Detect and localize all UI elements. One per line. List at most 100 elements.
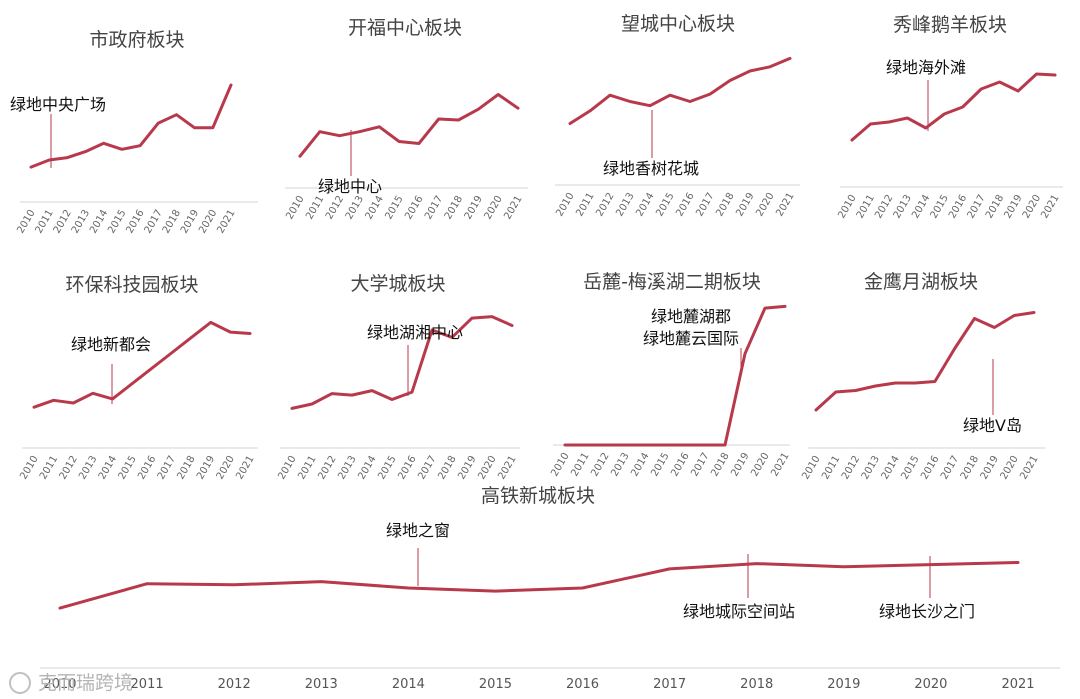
x-tick-label: 2021	[774, 191, 796, 219]
annotation-label: 绿地中央广场	[10, 95, 106, 114]
x-tick-label: 2017	[694, 191, 716, 219]
x-tick-label: 2019	[456, 454, 478, 482]
chart-title: 开福中心板块	[348, 17, 462, 39]
chart-panel-5: 环保科技园板块201020112012201320142015201620172…	[18, 274, 258, 482]
x-tick-label: 2021	[502, 194, 524, 222]
x-tick-label: 2016	[674, 191, 696, 219]
x-tick-label: 2019	[729, 451, 751, 479]
x-tick-label: 2011	[569, 451, 591, 479]
x-tick-label: 2016	[403, 194, 425, 222]
x-tick-label: 2017	[156, 454, 178, 482]
x-tick-label: 2020	[999, 454, 1021, 482]
watermark: 克而瑞跨境	[9, 672, 133, 694]
series-line	[290, 315, 514, 410]
series-line	[58, 561, 1020, 610]
x-tick-label: 2021	[215, 208, 237, 236]
x-tick-label: 2010	[800, 454, 822, 482]
chart-title: 大学城板块	[350, 273, 445, 295]
x-tick-label: 2019	[463, 194, 485, 222]
annotation-label: 绿地麓云国际	[643, 329, 739, 348]
x-tick-label: 2013	[609, 451, 631, 479]
x-tick-label: 2020	[483, 194, 505, 222]
x-tick-label: 2015	[376, 454, 398, 482]
x-tick-label: 2017	[653, 677, 686, 692]
x-tick-label: 2012	[218, 677, 251, 692]
x-tick-label: 2019	[979, 454, 1001, 482]
x-tick-label: 2014	[392, 677, 425, 692]
x-tick-label: 2012	[316, 454, 338, 482]
x-tick-label: 2013	[614, 191, 636, 219]
x-tick-label: 2021	[1001, 677, 1034, 692]
series-line	[32, 320, 252, 409]
x-tick-label: 2014	[880, 454, 902, 482]
x-tick-label: 2017	[416, 454, 438, 482]
annotation-label: 绿地V岛	[963, 416, 1022, 435]
series-line	[563, 304, 787, 447]
x-tick-label: 2019	[734, 191, 756, 219]
x-tick-label: 2015	[649, 451, 671, 479]
x-tick-label: 2020	[215, 454, 237, 482]
chart-panel-7: 岳麓-梅溪湖二期板块201020112012201320142015201620…	[549, 271, 791, 479]
x-tick-label: 2011	[304, 194, 326, 222]
chart-title: 望城中心板块	[621, 13, 735, 35]
x-tick-label: 2010	[549, 451, 571, 479]
chart-title: 市政府板块	[89, 29, 184, 51]
x-tick-label: 2017	[689, 451, 711, 479]
x-tick-label: 2012	[594, 191, 616, 219]
x-tick-label: 2010	[43, 677, 76, 692]
annotation-label: 绿地麓湖郡	[651, 307, 731, 326]
x-tick-label: 2011	[296, 454, 318, 482]
x-tick-label: 2012	[58, 454, 80, 482]
x-tick-label: 2016	[669, 451, 691, 479]
x-tick-label: 2010	[284, 194, 306, 222]
x-tick-label: 2020	[476, 454, 498, 482]
annotation-label: 绿地海外滩	[886, 58, 966, 77]
x-tick-label: 2018	[436, 454, 458, 482]
chart-title: 金鹰月湖板块	[864, 271, 978, 293]
x-tick-label: 2016	[566, 677, 599, 692]
x-tick-label: 2013	[305, 677, 338, 692]
x-tick-label: 2018	[740, 677, 773, 692]
series-line	[568, 56, 792, 125]
x-tick-label: 2012	[840, 454, 862, 482]
x-tick-label: 2015	[654, 191, 676, 219]
x-tick-label: 2018	[175, 454, 197, 482]
x-tick-label: 2015	[899, 454, 921, 482]
chart-panel-4: 秀峰鹅羊板块2010201120122013201420152016201720…	[836, 14, 1063, 221]
x-tick-label: 2013	[336, 454, 358, 482]
x-tick-label: 2015	[117, 454, 139, 482]
watermark-text: 克而瑞跨境	[38, 672, 133, 694]
chart-panel-1: 市政府板块20102011201220132014201520162017201…	[10, 29, 258, 236]
x-tick-label: 2013	[344, 194, 366, 222]
series-line	[29, 83, 233, 169]
x-tick-label: 2018	[709, 451, 731, 479]
x-tick-label: 2011	[131, 677, 164, 692]
x-tick-label: 2017	[939, 454, 961, 482]
x-tick-label: 2020	[749, 451, 771, 479]
x-tick-label: 2018	[714, 191, 736, 219]
x-tick-label: 2010	[18, 454, 40, 482]
x-tick-label: 2014	[356, 454, 378, 482]
x-tick-label: 2019	[827, 677, 860, 692]
chart-title: 环保科技园板块	[65, 274, 198, 296]
annotation-label: 绿地长沙之门	[879, 602, 975, 621]
chart-title: 秀峰鹅羊板块	[893, 14, 1007, 36]
x-tick-label: 2016	[919, 454, 941, 482]
series-line	[850, 72, 1057, 142]
x-tick-label: 2014	[629, 451, 651, 479]
annotation-label: 绿地新都会	[71, 335, 151, 354]
annotation-label: 绿地中心	[318, 177, 382, 196]
chart-panel-6: 大学城板块20102011201220132014201520162017201…	[276, 273, 520, 482]
x-tick-label: 2018	[443, 194, 465, 222]
x-tick-label: 2012	[324, 194, 346, 222]
x-tick-label: 2021	[1039, 193, 1061, 221]
x-tick-label: 2013	[860, 454, 882, 482]
x-tick-label: 2011	[574, 191, 596, 219]
x-tick-label: 2014	[364, 194, 386, 222]
x-tick-label: 2015	[479, 677, 512, 692]
x-tick-label: 2017	[423, 194, 445, 222]
x-tick-label: 2021	[496, 454, 518, 482]
annotation-label: 绿地之窗	[386, 521, 450, 540]
x-tick-label: 2011	[38, 454, 60, 482]
